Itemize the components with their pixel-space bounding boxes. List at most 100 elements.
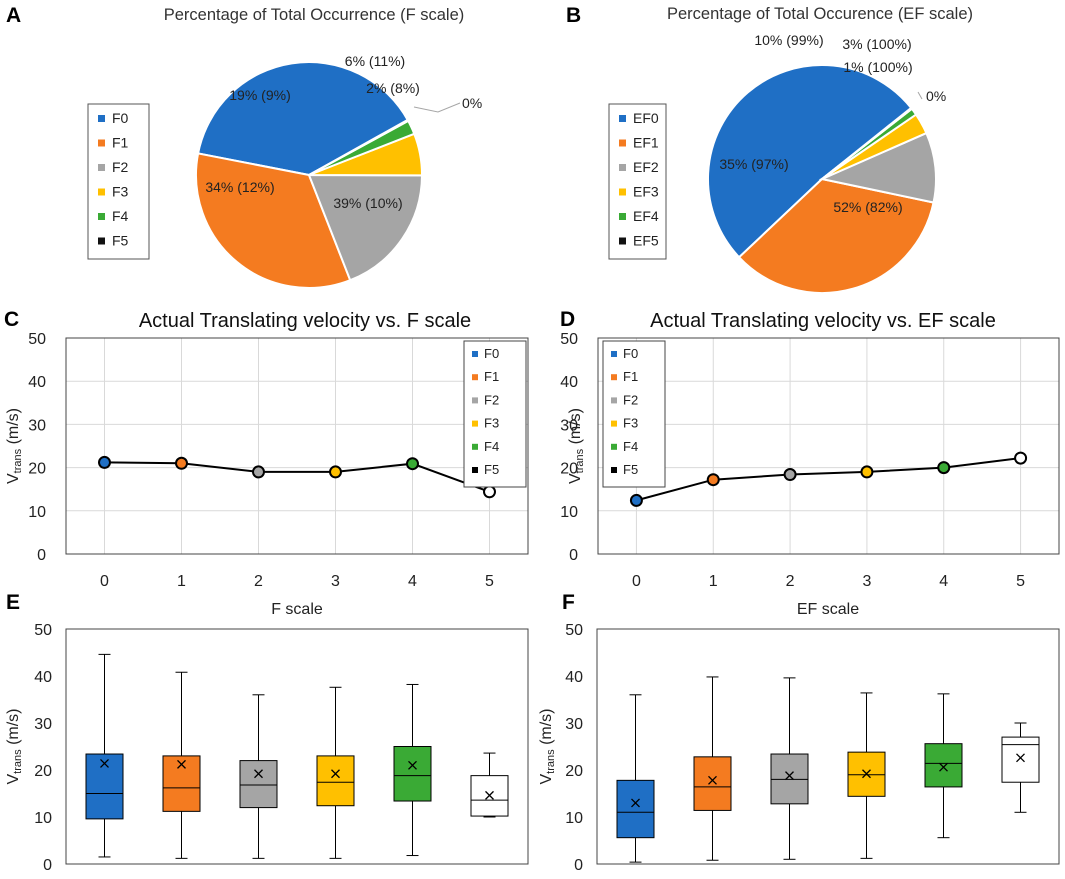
x-tick-label: 2 <box>254 573 263 590</box>
data-point <box>1014 451 1028 465</box>
box-mean-marker <box>254 769 263 779</box>
pie-slice <box>706 63 914 259</box>
chart-title: Actual Translating velocity vs. F scale <box>139 310 471 332</box>
box-mean-marker <box>631 798 640 808</box>
box-2 <box>239 694 278 859</box>
legend-label: EF1 <box>633 135 659 151</box>
legend-swatch <box>472 397 478 404</box>
y-tick-label: 30 <box>565 716 583 733</box>
box-mean-marker <box>485 790 494 800</box>
panel-letter-e: E <box>6 591 20 614</box>
legend-swatch <box>472 374 478 381</box>
legend-label: F4 <box>112 208 129 224</box>
box-iqr <box>1001 736 1040 783</box>
pie-slice <box>196 61 410 177</box>
legend-swatch <box>98 115 105 122</box>
plot-frame <box>597 337 1060 555</box>
data-point <box>783 468 797 482</box>
box-3 <box>847 692 886 859</box>
y-axis-label: Vtrans (m/s) <box>5 708 24 784</box>
box-2 <box>770 677 809 860</box>
y-tick-label: 40 <box>560 374 578 391</box>
y-tick-label: 0 <box>569 547 578 564</box>
x-tick-label: 1 <box>709 573 718 590</box>
legend-label: F5 <box>112 233 129 249</box>
legend-swatch <box>472 467 478 473</box>
legend-label: EF0 <box>633 110 659 126</box>
panel-letter-c: C <box>4 308 19 331</box>
legend-swatch <box>611 351 617 357</box>
legend-label: EF4 <box>633 208 659 224</box>
legend-label: F2 <box>112 159 129 175</box>
slice-label: 34% (12%) <box>205 179 274 195</box>
legend-swatch <box>611 443 617 450</box>
legend-swatch <box>98 188 105 196</box>
y-label-main: V <box>538 774 555 785</box>
slice-label: 52% (82%) <box>833 199 902 215</box>
leader-line <box>413 102 461 113</box>
legend-label: F1 <box>484 369 499 384</box>
data-point <box>252 465 265 479</box>
legend-swatch <box>472 351 478 357</box>
data-point <box>937 461 951 475</box>
y-tick-label: 0 <box>574 857 583 874</box>
legend-swatch <box>98 213 105 220</box>
slice-label: 0% <box>926 88 946 104</box>
box-5 <box>1001 722 1040 813</box>
y-tick-label: 40 <box>565 669 583 686</box>
y-axis-label: Vtrans (m/s) <box>5 408 24 484</box>
legend-frame <box>463 340 527 488</box>
chart-title: Percentage of Total Occurrence (F scale) <box>164 6 465 24</box>
box-mean-marker <box>939 762 948 772</box>
leader-line <box>917 91 923 100</box>
legend-label: F4 <box>623 439 638 454</box>
legend-swatch <box>619 188 626 196</box>
plot-frame <box>596 628 1060 865</box>
data-point <box>175 456 188 470</box>
legend-label: F4 <box>484 439 499 454</box>
legend: EF0 EF1 EF2 EF3 EF4 EF5 <box>608 103 667 260</box>
y-label-sub: trans <box>574 448 586 473</box>
x-tick-label: 4 <box>939 573 948 590</box>
legend-swatch <box>611 467 617 473</box>
box-mean-marker <box>331 769 340 779</box>
box-iqr <box>85 753 124 820</box>
x-tick-label: 2 <box>786 573 795 590</box>
box-4 <box>393 683 432 857</box>
box-iqr <box>616 779 655 839</box>
data-point <box>98 455 111 469</box>
y-tick-label: 20 <box>28 461 46 478</box>
y-tick-label: 20 <box>34 763 52 780</box>
chart-title: Percentage of Total Occurence (EF scale) <box>667 5 973 23</box>
box-0 <box>616 694 655 863</box>
line-chart-c: Actual Translating velocity vs. F scale 0… <box>5 310 529 590</box>
legend-swatch <box>472 443 478 450</box>
x-tick-label: 5 <box>1016 573 1025 590</box>
legend-swatch <box>619 164 626 171</box>
x-tick-label: 0 <box>100 573 109 590</box>
x-tick-label: 4 <box>408 573 417 590</box>
y-axis-label: Vtrans (m/s) <box>567 408 586 484</box>
data-point <box>406 457 419 471</box>
box-iqr <box>924 743 963 788</box>
pie-slice <box>195 152 352 289</box>
slice-label: 39% (10%) <box>333 195 402 211</box>
legend-frame <box>608 103 667 260</box>
y-tick-label: 40 <box>34 669 52 686</box>
box-mean-marker <box>100 758 109 768</box>
box-mean-marker <box>408 760 417 770</box>
y-tick-label: 50 <box>28 331 46 348</box>
y-label-unit: (m/s) <box>567 408 584 449</box>
slice-label: 10% (99%) <box>754 32 823 48</box>
legend-label: F0 <box>112 110 129 126</box>
legend-label: F2 <box>484 392 499 407</box>
legend: F0 F1 F2 F3 F4 F5 <box>602 340 666 488</box>
y-tick-label: 10 <box>560 504 578 521</box>
y-tick-label: 30 <box>28 417 46 434</box>
legend-frame <box>602 340 666 488</box>
legend-swatch <box>611 374 617 381</box>
slice-label: 19% (9%) <box>229 87 290 103</box>
y-label-unit: (m/s) <box>5 408 22 449</box>
box-iqr <box>239 760 278 809</box>
box-mean-marker <box>862 769 871 779</box>
